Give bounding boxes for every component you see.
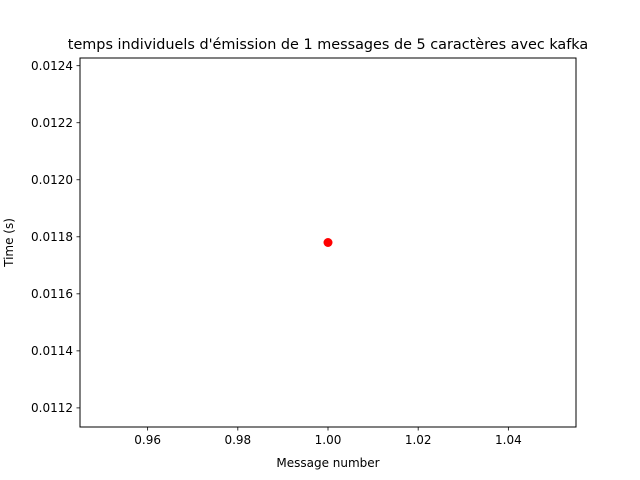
y-tick-label: 0.0118: [31, 230, 73, 244]
y-tick-label: 0.0122: [31, 116, 73, 130]
y-tick-label: 0.0112: [31, 401, 73, 415]
x-tick-label: 1.04: [495, 433, 522, 447]
data-points: [323, 238, 333, 247]
data-point: [323, 238, 333, 247]
chart-title: temps individuels d'émission de 1 messag…: [68, 37, 588, 53]
y-tick-label: 0.0114: [31, 344, 73, 358]
x-axis-label: Message number: [276, 456, 379, 470]
x-tick-label: 1.02: [405, 433, 432, 447]
x-tick-label: 1.00: [315, 433, 342, 447]
y-axis-ticks: 0.0112 0.0114 0.0116 0.0118 0.0120 0.0122 0.01…: [31, 59, 80, 415]
x-tick-label: 0.98: [224, 433, 251, 447]
x-tick-label: 0.96: [134, 433, 161, 447]
x-axis-ticks: 0.96 0.98 1.00 1.02 1.04: [134, 427, 522, 447]
y-tick-label: 0.0124: [31, 59, 73, 73]
y-axis-label: Time (s): [2, 218, 16, 268]
y-tick-label: 0.0116: [31, 287, 73, 301]
y-tick-label: 0.0120: [31, 173, 73, 187]
plot-frame: [79, 57, 577, 428]
